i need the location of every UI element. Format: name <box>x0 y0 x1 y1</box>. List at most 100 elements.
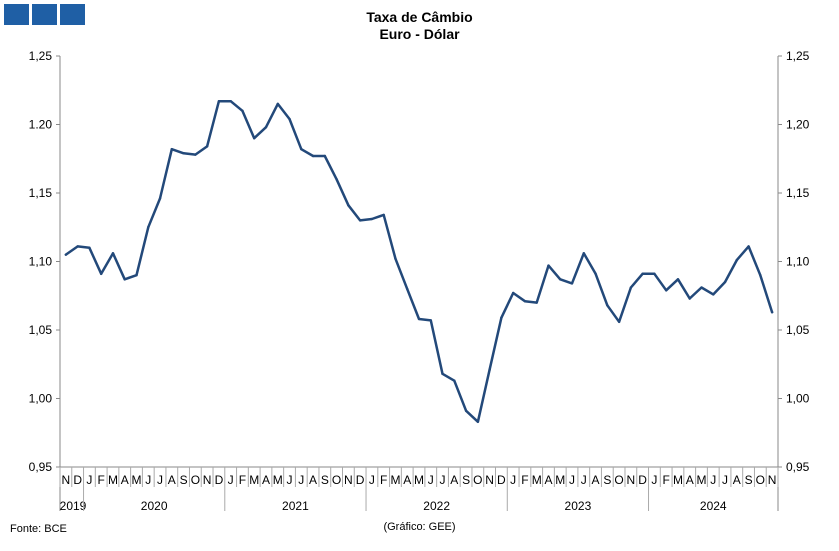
data-point <box>641 272 644 276</box>
data-point <box>535 301 538 304</box>
data-point <box>500 316 503 319</box>
data-point <box>559 278 562 281</box>
logo-square <box>32 4 57 25</box>
x-month-label: J <box>569 473 575 487</box>
source-note: Fonte: BCE <box>10 523 67 535</box>
x-year-label: 2019 <box>60 499 87 513</box>
data-point <box>394 257 397 260</box>
x-month-label: J <box>145 473 151 487</box>
data-point <box>264 126 268 129</box>
data-point <box>253 137 256 140</box>
data-point <box>147 226 150 229</box>
x-month-label: J <box>710 473 716 487</box>
x-month-label: M <box>108 473 118 487</box>
x-month-label: J <box>228 473 234 487</box>
x-month-label: D <box>638 473 647 487</box>
x-month-label: J <box>86 473 92 487</box>
data-point <box>194 153 197 156</box>
data-point <box>288 117 291 121</box>
data-point <box>476 420 480 423</box>
chart-subtitle: Euro - Dólar <box>379 26 460 42</box>
x-month-label: N <box>627 473 636 487</box>
x-month-label: N <box>62 473 71 487</box>
data-point <box>441 372 444 376</box>
x-month-label: F <box>663 473 670 487</box>
y-tick-label-left: 1,10 <box>29 255 53 269</box>
y-tick-label-right: 1,00 <box>786 392 810 406</box>
data-point <box>712 293 715 296</box>
x-month-label: M <box>555 473 565 487</box>
x-month-label: J <box>369 473 375 487</box>
data-point <box>370 217 374 221</box>
x-month-label: A <box>733 473 741 487</box>
chart-credit: (Gráfico: GEE) <box>383 521 456 533</box>
x-month-label: J <box>298 473 304 487</box>
data-point <box>594 272 597 276</box>
x-month-label: O <box>614 473 623 487</box>
data-point <box>453 379 456 382</box>
x-month-label: S <box>180 473 188 487</box>
data-point <box>653 272 656 276</box>
x-month-label: N <box>768 473 777 487</box>
x-month-label: S <box>321 473 329 487</box>
data-point <box>629 286 633 289</box>
y-tick-label-right: 1,15 <box>786 186 810 200</box>
y-tick-label-left: 0,95 <box>29 460 53 474</box>
data-point <box>158 197 162 200</box>
x-year-label: 2023 <box>565 499 592 513</box>
x-month-label: M <box>673 473 683 487</box>
x-month-label: S <box>745 473 753 487</box>
x-month-label: D <box>73 473 82 487</box>
x-month-label: F <box>98 473 105 487</box>
data-point <box>323 154 327 158</box>
x-month-label: O <box>756 473 765 487</box>
x-month-label: O <box>332 473 341 487</box>
y-tick-label-left: 1,05 <box>29 323 53 337</box>
x-month-label: A <box>403 473 411 487</box>
x-month-label: M <box>696 473 706 487</box>
data-point <box>300 147 303 151</box>
data-point <box>311 154 315 158</box>
x-year-label: 2020 <box>141 499 168 513</box>
data-point <box>429 319 432 322</box>
x-month-label: F <box>380 473 387 487</box>
data-point <box>488 368 491 371</box>
data-point <box>170 147 174 151</box>
data-point <box>464 409 468 413</box>
chart-title-block: Taxa de Câmbio Euro - Dólar <box>0 9 839 43</box>
x-month-label: A <box>262 473 270 487</box>
data-point <box>182 152 185 155</box>
y-tick-label-right: 0,95 <box>786 460 810 474</box>
data-point <box>135 274 138 277</box>
data-point <box>582 252 585 255</box>
x-month-label: N <box>203 473 212 487</box>
data-point <box>735 258 739 262</box>
x-month-label: A <box>121 473 129 487</box>
x-month-label: O <box>473 473 482 487</box>
y-tick-label-left: 1,25 <box>29 49 53 63</box>
x-month-label: J <box>722 473 728 487</box>
data-point <box>759 274 762 277</box>
x-month-label: A <box>309 473 317 487</box>
x-month-label: F <box>521 473 528 487</box>
y-tick-label-left: 1.20 <box>29 118 53 132</box>
x-month-label: M <box>132 473 142 487</box>
data-point <box>406 287 409 291</box>
x-month-label: M <box>532 473 542 487</box>
x-month-label: J <box>428 473 434 487</box>
data-point <box>676 278 680 281</box>
x-month-label: J <box>287 473 293 487</box>
y-tick-label-right: 1,05 <box>786 323 810 337</box>
data-point <box>747 245 750 248</box>
x-month-label: M <box>249 473 259 487</box>
logo-square <box>60 4 85 25</box>
x-month-label: F <box>239 473 246 487</box>
x-month-label: N <box>344 473 353 487</box>
data-point <box>111 252 115 255</box>
x-month-label: D <box>356 473 365 487</box>
y-tick-label-right: 1,25 <box>786 49 810 63</box>
data-point <box>570 282 574 285</box>
data-point <box>547 264 550 267</box>
x-month-label: S <box>603 473 611 487</box>
x-year-label: 2021 <box>282 499 309 513</box>
